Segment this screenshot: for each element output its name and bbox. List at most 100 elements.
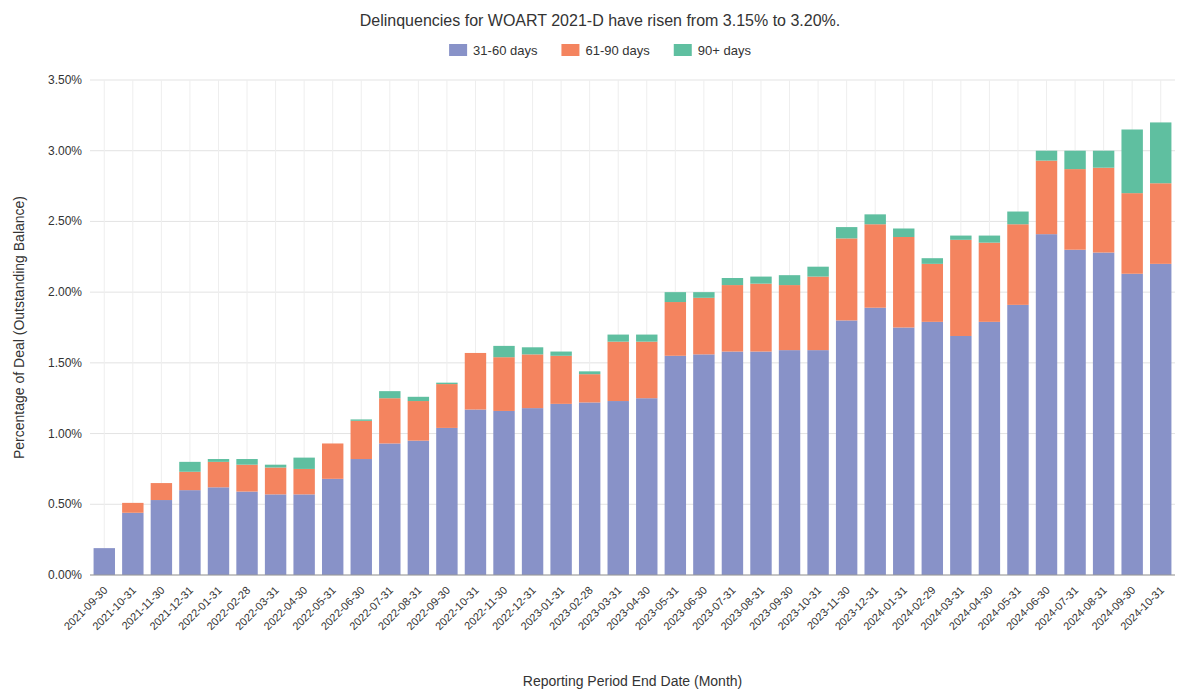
bar <box>665 292 686 302</box>
bar <box>893 237 914 328</box>
legend-swatch <box>674 44 692 56</box>
bar <box>408 441 429 575</box>
legend: 31-60 days61-90 days90+ days <box>449 43 751 58</box>
x-grid-line <box>132 80 133 575</box>
y-tick-label: 0.50% <box>48 497 82 511</box>
bar <box>836 320 857 575</box>
y-tick-label: 2.00% <box>48 285 82 299</box>
bar <box>550 352 571 356</box>
bar <box>322 443 343 478</box>
bar <box>151 483 172 500</box>
bar <box>579 371 600 374</box>
bar <box>1121 130 1142 194</box>
bar <box>950 236 971 240</box>
x-grid-line <box>104 80 105 575</box>
bar <box>750 352 771 575</box>
bar <box>493 346 514 357</box>
bar <box>379 443 400 575</box>
bar <box>1093 253 1114 575</box>
legend-label: 61-90 days <box>585 43 650 58</box>
bar <box>1064 151 1085 169</box>
bar <box>94 548 115 549</box>
bar <box>465 352 486 353</box>
bar <box>1036 234 1057 575</box>
x-tick-label: 2024-10-31 <box>1118 584 1166 632</box>
y-tick-label: 2.50% <box>48 214 82 228</box>
bar <box>1064 169 1085 250</box>
legend-item: 31-60 days <box>449 43 538 58</box>
bar <box>836 238 857 320</box>
chart: Delinquencies for WOART 2021-D have rise… <box>0 0 1200 700</box>
bar <box>322 479 343 575</box>
bar <box>122 513 143 575</box>
bar <box>179 462 200 472</box>
bar <box>693 298 714 355</box>
bar <box>151 500 172 575</box>
legend-swatch <box>561 44 579 56</box>
bar <box>779 350 800 575</box>
bar <box>522 354 543 408</box>
bar <box>1093 168 1114 253</box>
bar <box>1093 151 1114 168</box>
bar <box>465 410 486 575</box>
bar <box>236 492 257 575</box>
bar <box>94 548 115 549</box>
bar <box>408 401 429 441</box>
bar <box>293 458 314 469</box>
bar <box>122 503 143 513</box>
bar <box>1007 305 1028 575</box>
bar <box>722 352 743 575</box>
bar <box>922 322 943 575</box>
bar <box>893 328 914 576</box>
bar <box>1036 161 1057 235</box>
legend-label: 31-60 days <box>473 43 538 58</box>
bar <box>608 342 629 401</box>
title: Delinquencies for WOART 2021-D have rise… <box>360 12 841 29</box>
bar <box>436 384 457 428</box>
bar <box>322 443 343 444</box>
bar <box>693 354 714 575</box>
bar <box>379 398 400 443</box>
series <box>122 161 1171 513</box>
bar <box>807 350 828 575</box>
bar <box>864 214 885 224</box>
bar <box>208 487 229 575</box>
bar <box>864 308 885 575</box>
bar <box>522 408 543 575</box>
y-grid-line <box>90 575 1175 576</box>
y-tick-label: 0.00% <box>48 568 82 582</box>
bar <box>665 302 686 356</box>
bar <box>351 419 372 420</box>
y-grid-line <box>90 80 1175 81</box>
bar <box>151 483 172 484</box>
bar <box>722 278 743 285</box>
bar <box>179 472 200 490</box>
legend-swatch <box>449 44 467 56</box>
bar <box>636 342 657 399</box>
bar <box>1150 264 1171 575</box>
bar <box>922 264 943 322</box>
bar <box>550 356 571 404</box>
bar <box>1121 274 1142 575</box>
bar <box>236 465 257 492</box>
bar <box>1007 224 1028 305</box>
bar <box>1064 250 1085 575</box>
y-tick-label: 3.50% <box>48 73 82 87</box>
y-tick-label: 1.00% <box>48 427 82 441</box>
bar <box>636 335 657 342</box>
bar <box>436 383 457 384</box>
bar <box>922 258 943 264</box>
bar <box>293 469 314 494</box>
bar <box>579 374 600 402</box>
bar <box>1121 193 1142 274</box>
bar <box>779 285 800 350</box>
bar <box>950 336 971 575</box>
bar <box>893 229 914 237</box>
bar <box>550 404 571 575</box>
bar <box>408 397 429 401</box>
bar <box>236 459 257 465</box>
bar <box>693 292 714 298</box>
bar <box>522 347 543 354</box>
bar <box>493 357 514 411</box>
x-axis: 2021-09-302021-10-312021-11-302021-12-31… <box>61 575 1175 689</box>
